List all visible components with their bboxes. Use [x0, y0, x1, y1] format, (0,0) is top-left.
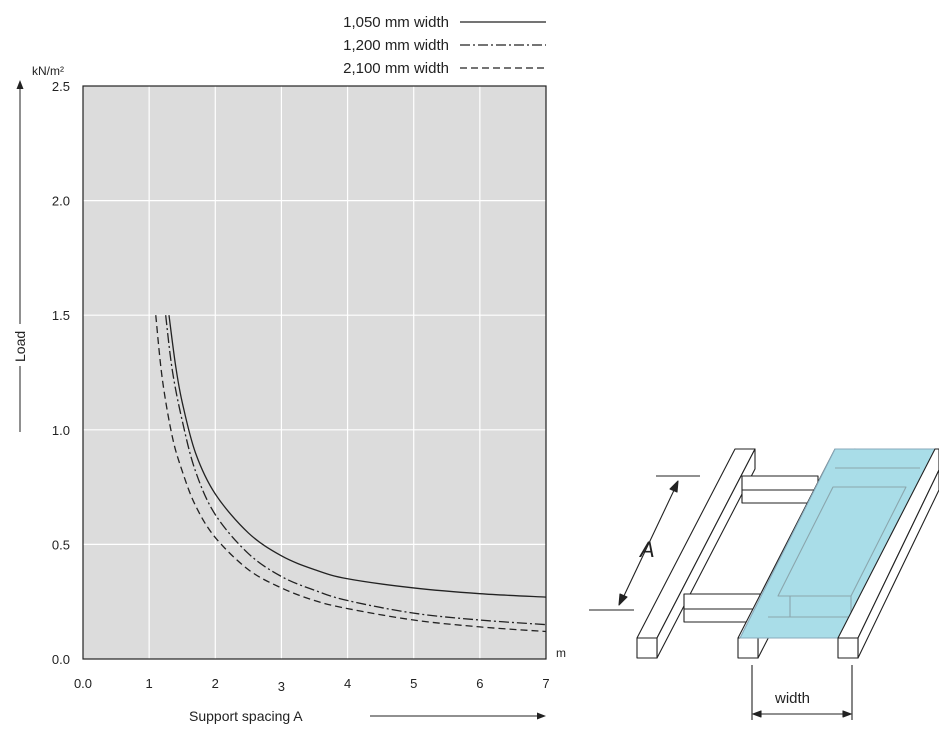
- cross-bearer-rear-face: [741, 489, 819, 504]
- x-tick-label: 5: [410, 676, 417, 691]
- plot-area: [83, 86, 546, 659]
- legend-label: 1,200 mm width: [343, 37, 449, 54]
- plot-frame: [82, 85, 547, 660]
- support-diagram: A width: [589, 448, 939, 720]
- cross-bearer-front: [683, 593, 761, 610]
- x-tick-label: 0.0: [74, 676, 92, 691]
- grid: [83, 86, 546, 659]
- x-unit-label: m: [556, 646, 566, 660]
- cross-bearer-rear: [741, 475, 819, 491]
- deck-panel-frame: [777, 486, 907, 597]
- legend-label: 2,100 mm width: [343, 60, 449, 77]
- x-tick-label: 1: [146, 676, 153, 691]
- x-tick-label: 2: [212, 676, 219, 691]
- data-series: [155, 315, 547, 633]
- middle-rail-end: [737, 637, 759, 659]
- width-dim-arrow-right: [842, 710, 852, 718]
- dimension-a-label: A: [638, 537, 655, 562]
- y-unit-label: kN/m²: [32, 64, 64, 78]
- x-tick-label: 6: [476, 676, 483, 691]
- left-rail-side: [656, 448, 756, 659]
- width-label: width: [774, 690, 810, 707]
- dimension-a-arrow-bottom: [618, 593, 628, 606]
- legend: 1,050 mm width 1,200 mm width 2,100 mm wid…: [343, 14, 546, 77]
- x-tick-label: 3: [278, 679, 285, 694]
- dimension-a-arrow-top: [669, 480, 679, 493]
- series-line-1: [168, 315, 547, 598]
- right-rail-end: [837, 637, 859, 659]
- series-line-3: [155, 315, 547, 633]
- series-line-2: [165, 315, 547, 626]
- x-axis-ticks: 0.0 1 2 3 4 5 6 7: [74, 676, 550, 694]
- y-tick-label: 0.5: [52, 537, 70, 552]
- y-axis-ticks: 0.0 0.5 1.0 1.5 2.0 2.5: [52, 79, 70, 667]
- width-dim-arrow-left: [752, 710, 762, 718]
- y-axis-label: Load: [12, 331, 28, 362]
- y-tick-label: 1.0: [52, 423, 70, 438]
- x-axis-label: Support spacing A: [189, 708, 303, 724]
- dimension-a-line: [621, 485, 677, 601]
- y-tick-label: 2.5: [52, 79, 70, 94]
- x-tick-label: 4: [344, 676, 351, 691]
- x-tick-label: 7: [542, 676, 549, 691]
- y-tick-label: 0.0: [52, 652, 70, 667]
- legend-label: 1,050 mm width: [343, 14, 449, 31]
- y-tick-label: 2.0: [52, 194, 70, 209]
- left-rail-end: [636, 637, 658, 659]
- x-axis-arrowhead: [537, 712, 546, 720]
- y-tick-label: 1.5: [52, 308, 70, 323]
- y-axis-arrowhead: [16, 80, 24, 89]
